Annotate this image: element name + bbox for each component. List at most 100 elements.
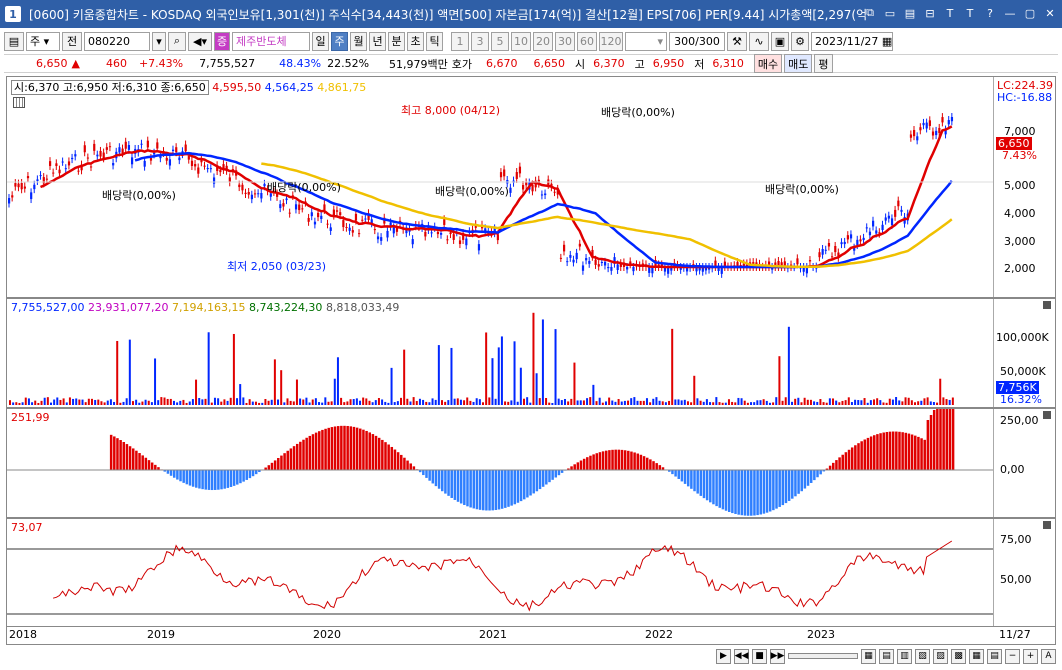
date-input[interactable]: 2023/11/27 ▦: [811, 31, 893, 51]
period-type-select[interactable]: 주 ▾: [26, 31, 60, 51]
sell-button[interactable]: 매도: [784, 54, 813, 73]
macd-bar: [649, 459, 652, 470]
bar-view-icon[interactable]: ▦: [969, 648, 984, 664]
tab-week[interactable]: 주: [331, 31, 348, 51]
chart-menu-icon[interactable]: ▤: [4, 31, 24, 51]
volume-bar: [147, 400, 150, 405]
help-icon[interactable]: ?: [987, 6, 993, 20]
tab-year[interactable]: 년: [369, 31, 386, 51]
volume-bar: [374, 400, 377, 405]
auto-scale-icon[interactable]: A: [1041, 648, 1056, 664]
sound-icon[interactable]: ◀▾: [188, 31, 212, 51]
macd-bar: [570, 466, 573, 470]
font-icon[interactable]: T: [966, 6, 974, 20]
y-tick: 7,000: [1004, 125, 1036, 138]
search-icon[interactable]: ⌕: [168, 31, 186, 51]
interval-120[interactable]: 120: [599, 31, 623, 51]
interval-30[interactable]: 30: [555, 31, 575, 51]
trend-icon[interactable]: ∿: [749, 31, 769, 51]
candle: [140, 143, 143, 145]
volume-bar: [551, 402, 554, 405]
area-view-icon[interactable]: ▩: [951, 648, 966, 664]
volume-bar: [302, 399, 305, 405]
grid-view-icon[interactable]: ▦: [861, 648, 876, 664]
macd-bar: [327, 427, 330, 470]
tab-second[interactable]: 초: [407, 31, 424, 51]
tab-month[interactable]: 월: [350, 31, 367, 51]
interval-1[interactable]: 1: [451, 31, 469, 51]
volume-bar: [27, 398, 30, 405]
volume-bar: [12, 402, 15, 405]
macd-bar: [220, 470, 223, 490]
tab-tick[interactable]: 틱: [426, 31, 443, 51]
chart-view-icon[interactable]: ▤: [879, 648, 894, 664]
volume-bar: [787, 326, 790, 405]
pin-icon[interactable]: T: [946, 6, 954, 20]
link-icon[interactable]: ⧉: [866, 6, 874, 19]
candle: [774, 262, 777, 267]
volume-bar: [340, 397, 343, 405]
candle: [875, 230, 878, 234]
zoom-out-icon[interactable]: −: [1005, 648, 1020, 664]
interval-20[interactable]: 20: [533, 31, 553, 51]
candle: [361, 219, 364, 221]
grid-icon[interactable]: [13, 97, 25, 108]
interval-60[interactable]: 60: [577, 31, 597, 51]
indicator-icon[interactable]: ⚒: [727, 31, 747, 51]
restore-icon[interactable]: ▭: [884, 6, 896, 20]
close-icon[interactable]: ✕: [1045, 6, 1055, 20]
rsi-panel[interactable]: 73,07 75,00 50,00: [6, 518, 1056, 627]
candle: [269, 193, 272, 197]
eval-button[interactable]: 평: [814, 54, 833, 73]
candle: [45, 178, 49, 180]
tab-minute[interactable]: 분: [388, 31, 405, 51]
interval-5[interactable]: 5: [491, 31, 509, 51]
forward-icon[interactable]: ▶▶: [770, 648, 785, 664]
candle: [616, 264, 619, 271]
candle: [52, 172, 55, 174]
close-icon[interactable]: [1043, 411, 1051, 419]
macd-bar: [589, 455, 592, 470]
volume-bar: [538, 398, 541, 405]
line-view-icon[interactable]: ▨: [933, 648, 948, 664]
macd-bar: [154, 464, 157, 470]
volume-bar: [431, 398, 434, 405]
zoom-in-icon[interactable]: +: [1023, 648, 1038, 664]
minimize-icon[interactable]: —: [1004, 6, 1016, 20]
macd-bar: [500, 470, 504, 509]
close-icon[interactable]: [1043, 301, 1051, 309]
candle: [247, 191, 250, 195]
tab-day[interactable]: 일: [312, 31, 329, 51]
scroll-right-icon[interactable]: ▶: [716, 648, 731, 664]
interval-select[interactable]: ▾: [625, 31, 667, 51]
table-view-icon[interactable]: ▤: [987, 648, 1002, 664]
indicator-view-icon[interactable]: ▥: [897, 648, 912, 664]
code-dropdown-icon[interactable]: ▾: [152, 31, 166, 51]
rewind-icon[interactable]: ◀◀: [734, 648, 749, 664]
settings-icon[interactable]: ⚙: [791, 31, 809, 51]
maximize-icon[interactable]: ▢: [1024, 6, 1036, 20]
scroll-slider[interactable]: [788, 653, 858, 659]
volume-bar: [570, 398, 573, 405]
stock-code-input[interactable]: 080220: [84, 31, 150, 51]
split-icon[interactable]: ⊟: [925, 6, 935, 20]
candle-view-icon[interactable]: ▧: [915, 648, 930, 664]
close-icon[interactable]: [1043, 521, 1051, 529]
buy-button[interactable]: 매수: [753, 54, 783, 73]
interval-3[interactable]: 3: [471, 31, 489, 51]
price-panel[interactable]: 시:6,370 고:6,950 저:6,310 종:6,650 4,595,50…: [6, 76, 1056, 298]
volume-bar: [541, 319, 544, 405]
volume-bar: [324, 397, 327, 405]
count-input[interactable]: 300/300: [669, 31, 725, 51]
candle: [663, 267, 667, 272]
macd-panel[interactable]: 251,99 250,00 0,00: [6, 408, 1056, 518]
stop-icon[interactable]: ■: [752, 648, 767, 664]
volume-bar: [844, 400, 847, 405]
volume-bar: [299, 398, 302, 405]
market-type-button[interactable]: 전: [62, 31, 82, 51]
volume-panel[interactable]: 7,755,527,00 23,931,077,20 7,194,163,15 …: [6, 298, 1056, 408]
macd-bar: [655, 463, 658, 470]
layout-icon[interactable]: ▤: [904, 6, 916, 20]
interval-10[interactable]: 10: [511, 31, 531, 51]
save-icon[interactable]: ▣: [771, 31, 789, 51]
